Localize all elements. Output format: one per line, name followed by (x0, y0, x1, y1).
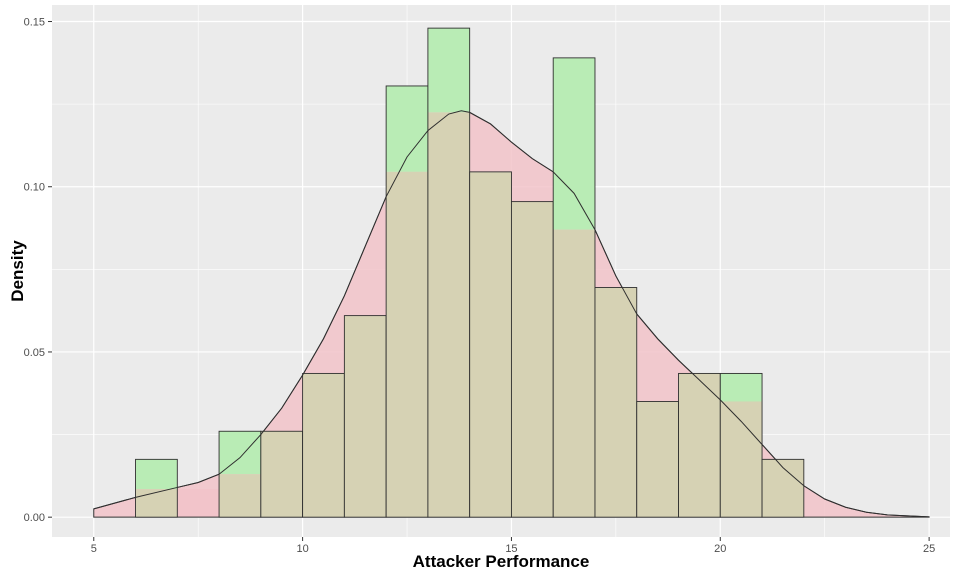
x-tick-label: 25 (923, 543, 935, 555)
y-tick-label: 0.05 (24, 347, 45, 359)
green-bar (553, 57, 595, 230)
green-bar (135, 459, 178, 490)
overlap-bar (260, 431, 303, 518)
overlap-bar (720, 401, 763, 518)
bar-outline (135, 458, 178, 518)
axis-ticks (48, 21, 930, 541)
y-axis-title: Density (8, 240, 27, 302)
x-tick-label: 15 (505, 543, 517, 555)
density-curve (93, 110, 930, 518)
overlap-bar (386, 171, 428, 518)
overlap-bar (344, 315, 387, 518)
overlap-bar (553, 229, 595, 518)
y-axis-tick-labels: 0.00 0.05 0.10 0.15 (24, 17, 45, 525)
x-tick-label: 10 (296, 543, 308, 555)
overlap-bar (469, 171, 512, 518)
y-tick-label: 0.10 (24, 182, 45, 194)
x-tick-label: 5 (91, 543, 97, 555)
overlap-bar (427, 112, 470, 518)
x-axis-title: Attacker Performance (413, 552, 590, 571)
green-bar (720, 373, 763, 402)
bar-outline (719, 372, 763, 518)
overlap-bar (594, 287, 637, 518)
overlap-bar (135, 489, 178, 518)
green-bar (219, 431, 261, 475)
green-bar (386, 85, 428, 172)
x-axis-tick-labels: 5 10 15 20 25 (91, 543, 936, 555)
overlap-bar (511, 201, 554, 518)
green-bar (427, 28, 470, 113)
x-tick-label: 20 (714, 543, 726, 555)
overlap-bar (762, 459, 804, 518)
bar-outline (761, 458, 805, 518)
y-tick-label: 0.15 (24, 17, 45, 29)
overlap-bar (636, 401, 679, 518)
green-histogram (135, 27, 805, 518)
overlap-bar (678, 373, 721, 518)
overlap-bar (302, 373, 345, 518)
y-tick-label: 0.00 (24, 512, 45, 524)
overlap-bar (219, 474, 261, 518)
